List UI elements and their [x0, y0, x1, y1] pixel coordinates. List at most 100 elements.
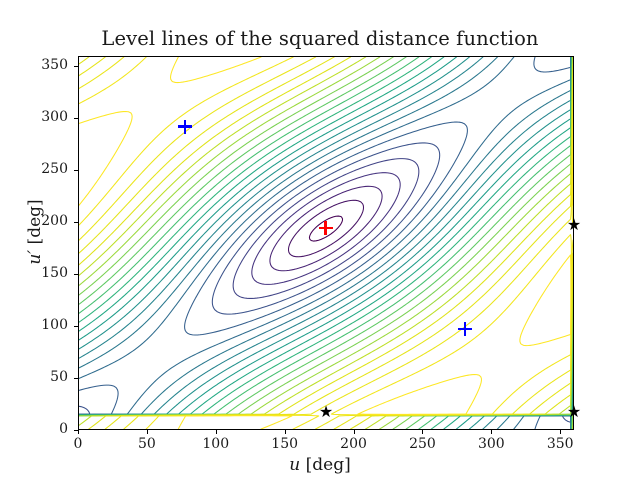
x-tick-label: 350: [546, 436, 574, 452]
y-tick-label: 100: [41, 317, 68, 334]
y-tick-mark: [74, 66, 78, 68]
contour-line: [334, 253, 573, 429]
contour-line: [79, 57, 316, 240]
contour-line: [79, 57, 571, 415]
y-tick-label: 150: [41, 265, 68, 282]
contour-line: [79, 57, 483, 358]
contour-line: [380, 285, 573, 429]
x-tick-mark: [284, 430, 286, 434]
contour-line: [289, 200, 364, 256]
contour-lines: [79, 57, 573, 429]
black-star-marker: ★: [565, 216, 583, 237]
y-tick-label: 200: [41, 213, 68, 230]
y-tick-mark: [74, 274, 78, 276]
contour-line: [79, 57, 572, 415]
contour-line: [483, 358, 573, 429]
star-marker-glyph: ★: [566, 402, 582, 422]
contour-line: [146, 415, 319, 429]
contour-line: [178, 416, 292, 429]
plot-axes-area: [78, 56, 574, 430]
contour-line: [212, 143, 439, 314]
contour-line: [79, 57, 105, 76]
blue-plus-marker: [176, 118, 194, 136]
contour-line: [79, 57, 571, 415]
contour-line: [79, 57, 334, 253]
plus-marker-vertical: [183, 119, 187, 134]
x-axis-label: u [deg]: [0, 455, 640, 475]
contour-line: [79, 57, 444, 331]
contour-line: [79, 57, 393, 295]
contour-line: [79, 57, 293, 225]
y-tick-mark: [74, 430, 78, 431]
y-axis-label-var: u′: [25, 249, 45, 265]
minimum-marker: [317, 219, 335, 237]
contour-line: [79, 57, 514, 378]
x-tick-label: 150: [271, 436, 299, 452]
y-axis-label-unit: [deg]: [25, 199, 45, 245]
black-star-marker: ★: [317, 402, 335, 424]
contour-line: [79, 57, 572, 415]
x-tick-label: 200: [340, 436, 367, 452]
contour-line: [79, 57, 146, 104]
contour-line: [79, 57, 124, 88]
x-tick-mark: [491, 430, 493, 434]
star-marker-glyph: ★: [318, 402, 334, 422]
y-tick-mark: [74, 118, 78, 120]
contour-line: [79, 57, 571, 414]
contour-line: [79, 385, 118, 414]
contour-line: [252, 173, 400, 285]
contour-line: [79, 57, 572, 415]
x-tick-mark: [146, 430, 148, 434]
contour-line: [79, 57, 469, 349]
x-tick-mark: [78, 430, 79, 434]
contour-line: [171, 57, 262, 83]
plus-marker-vertical: [463, 322, 467, 337]
contour-line: [79, 57, 406, 304]
x-axis-label-var: u: [289, 455, 301, 475]
contour-line: [469, 349, 573, 429]
contour-line: [79, 406, 90, 414]
y-tick-label: 0: [59, 421, 68, 437]
contour-line: [79, 57, 571, 415]
y-tick-mark: [74, 222, 78, 224]
y-tick-mark: [74, 326, 78, 328]
contour-line: [79, 57, 380, 285]
contour-line: [270, 186, 382, 270]
contour-line: [366, 275, 573, 429]
y-tick-label: 250: [41, 161, 68, 178]
plot-title: Level lines of the squared distance func…: [101, 27, 539, 50]
contour-line: [520, 255, 571, 346]
contour-line: [79, 57, 456, 340]
contour-line: [79, 57, 419, 313]
contour-line: [105, 76, 573, 429]
x-tick-label: 100: [202, 436, 230, 452]
y-axis-label: u′ [deg]: [25, 102, 45, 362]
y-tick-label: 50: [50, 369, 68, 386]
contour-line: [79, 57, 571, 415]
contour-line: [79, 57, 497, 368]
x-tick-mark: [215, 430, 217, 434]
x-tick-mark: [422, 430, 424, 434]
contour-line: [393, 295, 573, 429]
black-star-marker: ★: [565, 402, 583, 424]
x-tick-label: 0: [73, 436, 83, 452]
x-tick-label: 250: [409, 436, 436, 452]
contour-line: [79, 57, 572, 416]
x-tick-mark: [353, 430, 355, 434]
x-tick-label: 300: [477, 436, 505, 452]
contour-line: [233, 159, 419, 299]
contour-line: [431, 322, 573, 429]
contour-line: [358, 375, 482, 415]
plus-marker-vertical: [324, 221, 327, 236]
contour-line: [79, 57, 89, 64]
contour-line: [79, 57, 351, 265]
contour-line: [79, 111, 132, 205]
contour-line: [316, 240, 573, 429]
contour-line: [406, 304, 573, 429]
contour-line: [331, 235, 571, 415]
contour-line: [79, 57, 431, 322]
contour-line: [534, 57, 571, 72]
contour-line: [79, 57, 366, 275]
y-tick-label: 350: [41, 57, 68, 74]
